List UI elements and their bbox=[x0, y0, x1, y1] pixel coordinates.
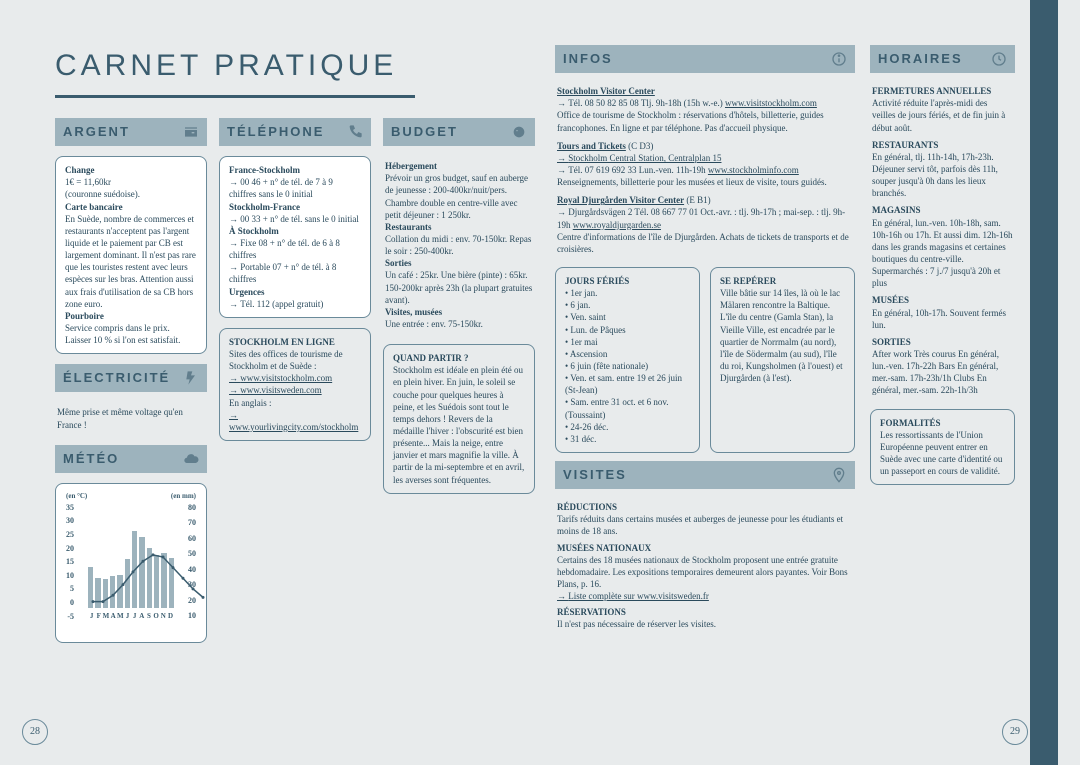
wallet-icon bbox=[183, 124, 199, 140]
electricite-text: Même prise et même voltage qu'en France … bbox=[55, 402, 207, 434]
horaires-content: FERMETURES ANNUELLES Activité réduite l'… bbox=[870, 81, 1015, 400]
pin-icon bbox=[831, 467, 847, 483]
phone-icon bbox=[347, 124, 363, 140]
bolt-icon bbox=[183, 370, 199, 386]
jours-feries-box: JOURS FÉRIÉS • 1er jan.• 6 jan.• Ven. sa… bbox=[555, 267, 700, 453]
infos-content: Stockholm Visitor Center Tél. 08 50 82 8… bbox=[555, 81, 855, 259]
page-number-left: 28 bbox=[22, 719, 48, 745]
section-budget: BUDGET bbox=[383, 118, 535, 146]
section-argent: ARGENT bbox=[55, 118, 207, 146]
piggy-icon bbox=[511, 124, 527, 140]
section-visites: VISITES bbox=[555, 461, 855, 489]
telephone-box: France-Stockholm 00 46 + n° de tél. de 7… bbox=[219, 156, 371, 318]
section-electricite: ÉLECTRICITÉ bbox=[55, 364, 207, 392]
section-telephone: TÉLÉPHONE bbox=[219, 118, 371, 146]
visites-content: RÉDUCTIONS Tarifs réduits dans certains … bbox=[555, 497, 855, 634]
section-meteo: MÉTÉO bbox=[55, 445, 207, 473]
quand-partir-box: QUAND PARTIR ? Stockholm est idéale en p… bbox=[383, 344, 535, 494]
page-edge-stripe bbox=[1030, 0, 1058, 765]
stockholm-ligne-box: STOCKHOLM EN LIGNE Sites des offices de … bbox=[219, 328, 371, 441]
formalites-box: FORMALITÉS Les ressortissants de l'Union… bbox=[870, 409, 1015, 486]
se-reperer-box: SE REPÉRER Ville bâtie sur 14 îles, là o… bbox=[710, 267, 855, 453]
budget-content: Hébergement Prévoir un gros budget, sauf… bbox=[383, 156, 535, 334]
clock-icon bbox=[991, 51, 1007, 67]
info-icon bbox=[831, 51, 847, 67]
section-infos: INFOS bbox=[555, 45, 855, 73]
page-number-right: 29 bbox=[1002, 719, 1028, 745]
cloud-icon bbox=[183, 451, 199, 467]
section-horaires: HORAIRES bbox=[870, 45, 1015, 73]
meteo-chart: (en °C) (en mm) 35302520151050-5 8070605… bbox=[55, 483, 207, 643]
argent-box: Change 1€ = 11,60kr (couronne suédoise).… bbox=[55, 156, 207, 354]
title-underline bbox=[55, 95, 415, 98]
page-title: CARNET PRATIQUE bbox=[55, 45, 535, 87]
